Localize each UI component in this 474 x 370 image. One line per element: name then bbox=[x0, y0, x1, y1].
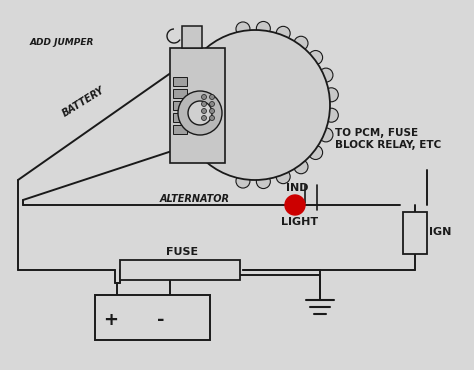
Circle shape bbox=[276, 26, 290, 40]
Text: ADD JUMPER: ADD JUMPER bbox=[30, 38, 94, 47]
Circle shape bbox=[188, 101, 212, 125]
Bar bbox=[173, 89, 187, 98]
Text: ALTERNATOR: ALTERNATOR bbox=[160, 194, 230, 204]
Circle shape bbox=[294, 160, 308, 174]
Circle shape bbox=[276, 170, 290, 184]
Text: LIGHT: LIGHT bbox=[281, 217, 318, 227]
Circle shape bbox=[178, 91, 222, 135]
Circle shape bbox=[201, 101, 207, 107]
Bar bbox=[182, 26, 202, 48]
Circle shape bbox=[210, 94, 215, 100]
Text: TO PCM, FUSE
BLOCK RELAY, ETC: TO PCM, FUSE BLOCK RELAY, ETC bbox=[335, 128, 441, 150]
Circle shape bbox=[256, 21, 270, 36]
Circle shape bbox=[236, 22, 250, 36]
Bar bbox=[403, 212, 427, 254]
Circle shape bbox=[285, 195, 305, 215]
Bar bbox=[173, 125, 187, 134]
Circle shape bbox=[309, 145, 323, 159]
Circle shape bbox=[294, 36, 308, 50]
Circle shape bbox=[201, 115, 207, 121]
Text: BATTERY: BATTERY bbox=[61, 85, 107, 119]
Bar bbox=[173, 113, 187, 122]
Text: IND: IND bbox=[286, 183, 309, 193]
Circle shape bbox=[210, 115, 215, 121]
Bar bbox=[173, 77, 187, 86]
Circle shape bbox=[180, 30, 330, 180]
Bar bbox=[95, 295, 210, 340]
Circle shape bbox=[201, 108, 207, 114]
Circle shape bbox=[324, 88, 338, 102]
Circle shape bbox=[236, 174, 250, 188]
Text: IGN: IGN bbox=[429, 227, 451, 237]
Circle shape bbox=[309, 51, 323, 64]
Circle shape bbox=[210, 101, 215, 107]
Text: FUSE: FUSE bbox=[166, 247, 198, 257]
Bar bbox=[120, 260, 240, 280]
Circle shape bbox=[210, 108, 215, 114]
Circle shape bbox=[256, 175, 270, 189]
Bar bbox=[170, 48, 225, 163]
Circle shape bbox=[319, 128, 333, 142]
Circle shape bbox=[201, 94, 207, 100]
Text: -: - bbox=[157, 311, 164, 329]
Text: +: + bbox=[103, 311, 118, 329]
Circle shape bbox=[324, 108, 338, 122]
Bar bbox=[173, 101, 187, 110]
Circle shape bbox=[319, 68, 333, 82]
